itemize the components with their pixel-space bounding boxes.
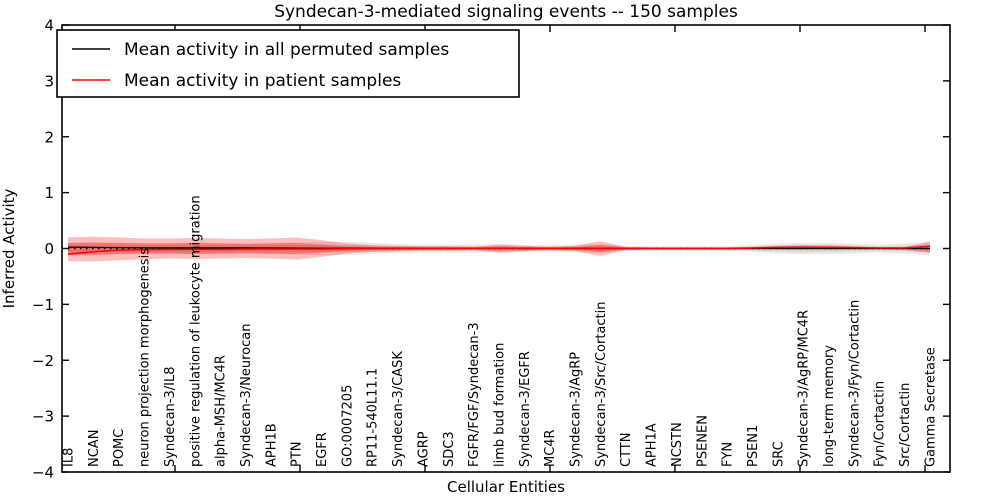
x-category-label: Syndecan-3/AgRP: [569, 352, 584, 467]
y-tick-label: −2: [32, 352, 54, 370]
x-category-label: Fyn/Cortactin: [873, 381, 888, 467]
y-tick-label: 3: [44, 72, 54, 90]
x-category-label: PSENEN: [695, 415, 710, 467]
x-category-label: MC4R: [543, 429, 558, 467]
y-tick-label: −4: [32, 464, 54, 482]
x-category-label: IL8: [62, 448, 77, 467]
x-category-label: APH1B: [264, 423, 279, 467]
x-category-label: FGFR/FGF/Syndecan-3: [467, 322, 482, 467]
y-axis-label: Inferred Activity: [0, 188, 18, 308]
x-category-label: Syndecan-3/Neurocan: [239, 324, 254, 467]
x-category-label: Syndecan-3/CASK: [391, 351, 406, 467]
x-category-label: FYN: [721, 442, 736, 467]
x-category-label: Syndecan-3/IL8: [163, 367, 178, 467]
x-category-label: SRC: [771, 441, 786, 467]
x-category-label: NCAN: [87, 430, 102, 467]
x-category-label: SDC3: [442, 431, 457, 467]
x-category-label: Syndecan-3/EGFR: [518, 351, 533, 467]
x-category-label: Syndecan-3/Fyn/Cortactin: [847, 300, 862, 467]
x-category-label: positive regulation of leukocyte migrati…: [188, 195, 203, 467]
y-tick-label: 0: [44, 240, 54, 258]
x-category-label: RP11-540L11.1: [366, 368, 381, 467]
patient-std-band-outer: [68, 236, 930, 262]
x-category-label: alpha-MSH/MC4R: [214, 355, 229, 467]
y-tick-label: 4: [44, 17, 54, 35]
y-tick-label: 2: [44, 128, 54, 146]
x-category-label: neuron projection morphogenesis: [138, 248, 153, 467]
x-category-label: EGFR: [315, 432, 330, 467]
chart-title: Syndecan-3-mediated signaling events -- …: [274, 2, 738, 22]
legend-label: Mean activity in patient samples: [124, 71, 401, 91]
x-category-label: Gamma Secretase: [923, 347, 938, 467]
x-category-label: NCSTN: [670, 422, 685, 467]
x-category-label: APH1A: [645, 423, 660, 467]
y-tick-label: −3: [32, 408, 54, 426]
x-category-label: Src/Cortactin: [898, 383, 913, 467]
legend-box: [56, 29, 520, 98]
x-category-label: AGRP: [416, 431, 431, 467]
y-tick-label: −1: [32, 296, 54, 314]
x-category-label: long-term memory: [822, 345, 837, 467]
y-tick-label: 1: [44, 184, 54, 202]
x-axis-label: Cellular Entities: [447, 478, 565, 496]
legend-label: Mean activity in all permuted samples: [124, 40, 449, 60]
x-category-label: PSEN1: [746, 425, 761, 467]
x-category-label: PTN: [290, 441, 305, 467]
x-category-label: POMC: [112, 429, 127, 467]
x-category-label: GO:0007205: [340, 385, 355, 467]
x-category-label: Syndecan-3/AgRP/MC4R: [797, 310, 812, 467]
x-category-label: CTTN: [619, 433, 634, 467]
x-category-label: Syndecan-3/Src/Cortactin: [594, 301, 609, 467]
patient-mean-line: [67, 245, 930, 255]
x-category-label: limb bud formation: [492, 343, 507, 467]
